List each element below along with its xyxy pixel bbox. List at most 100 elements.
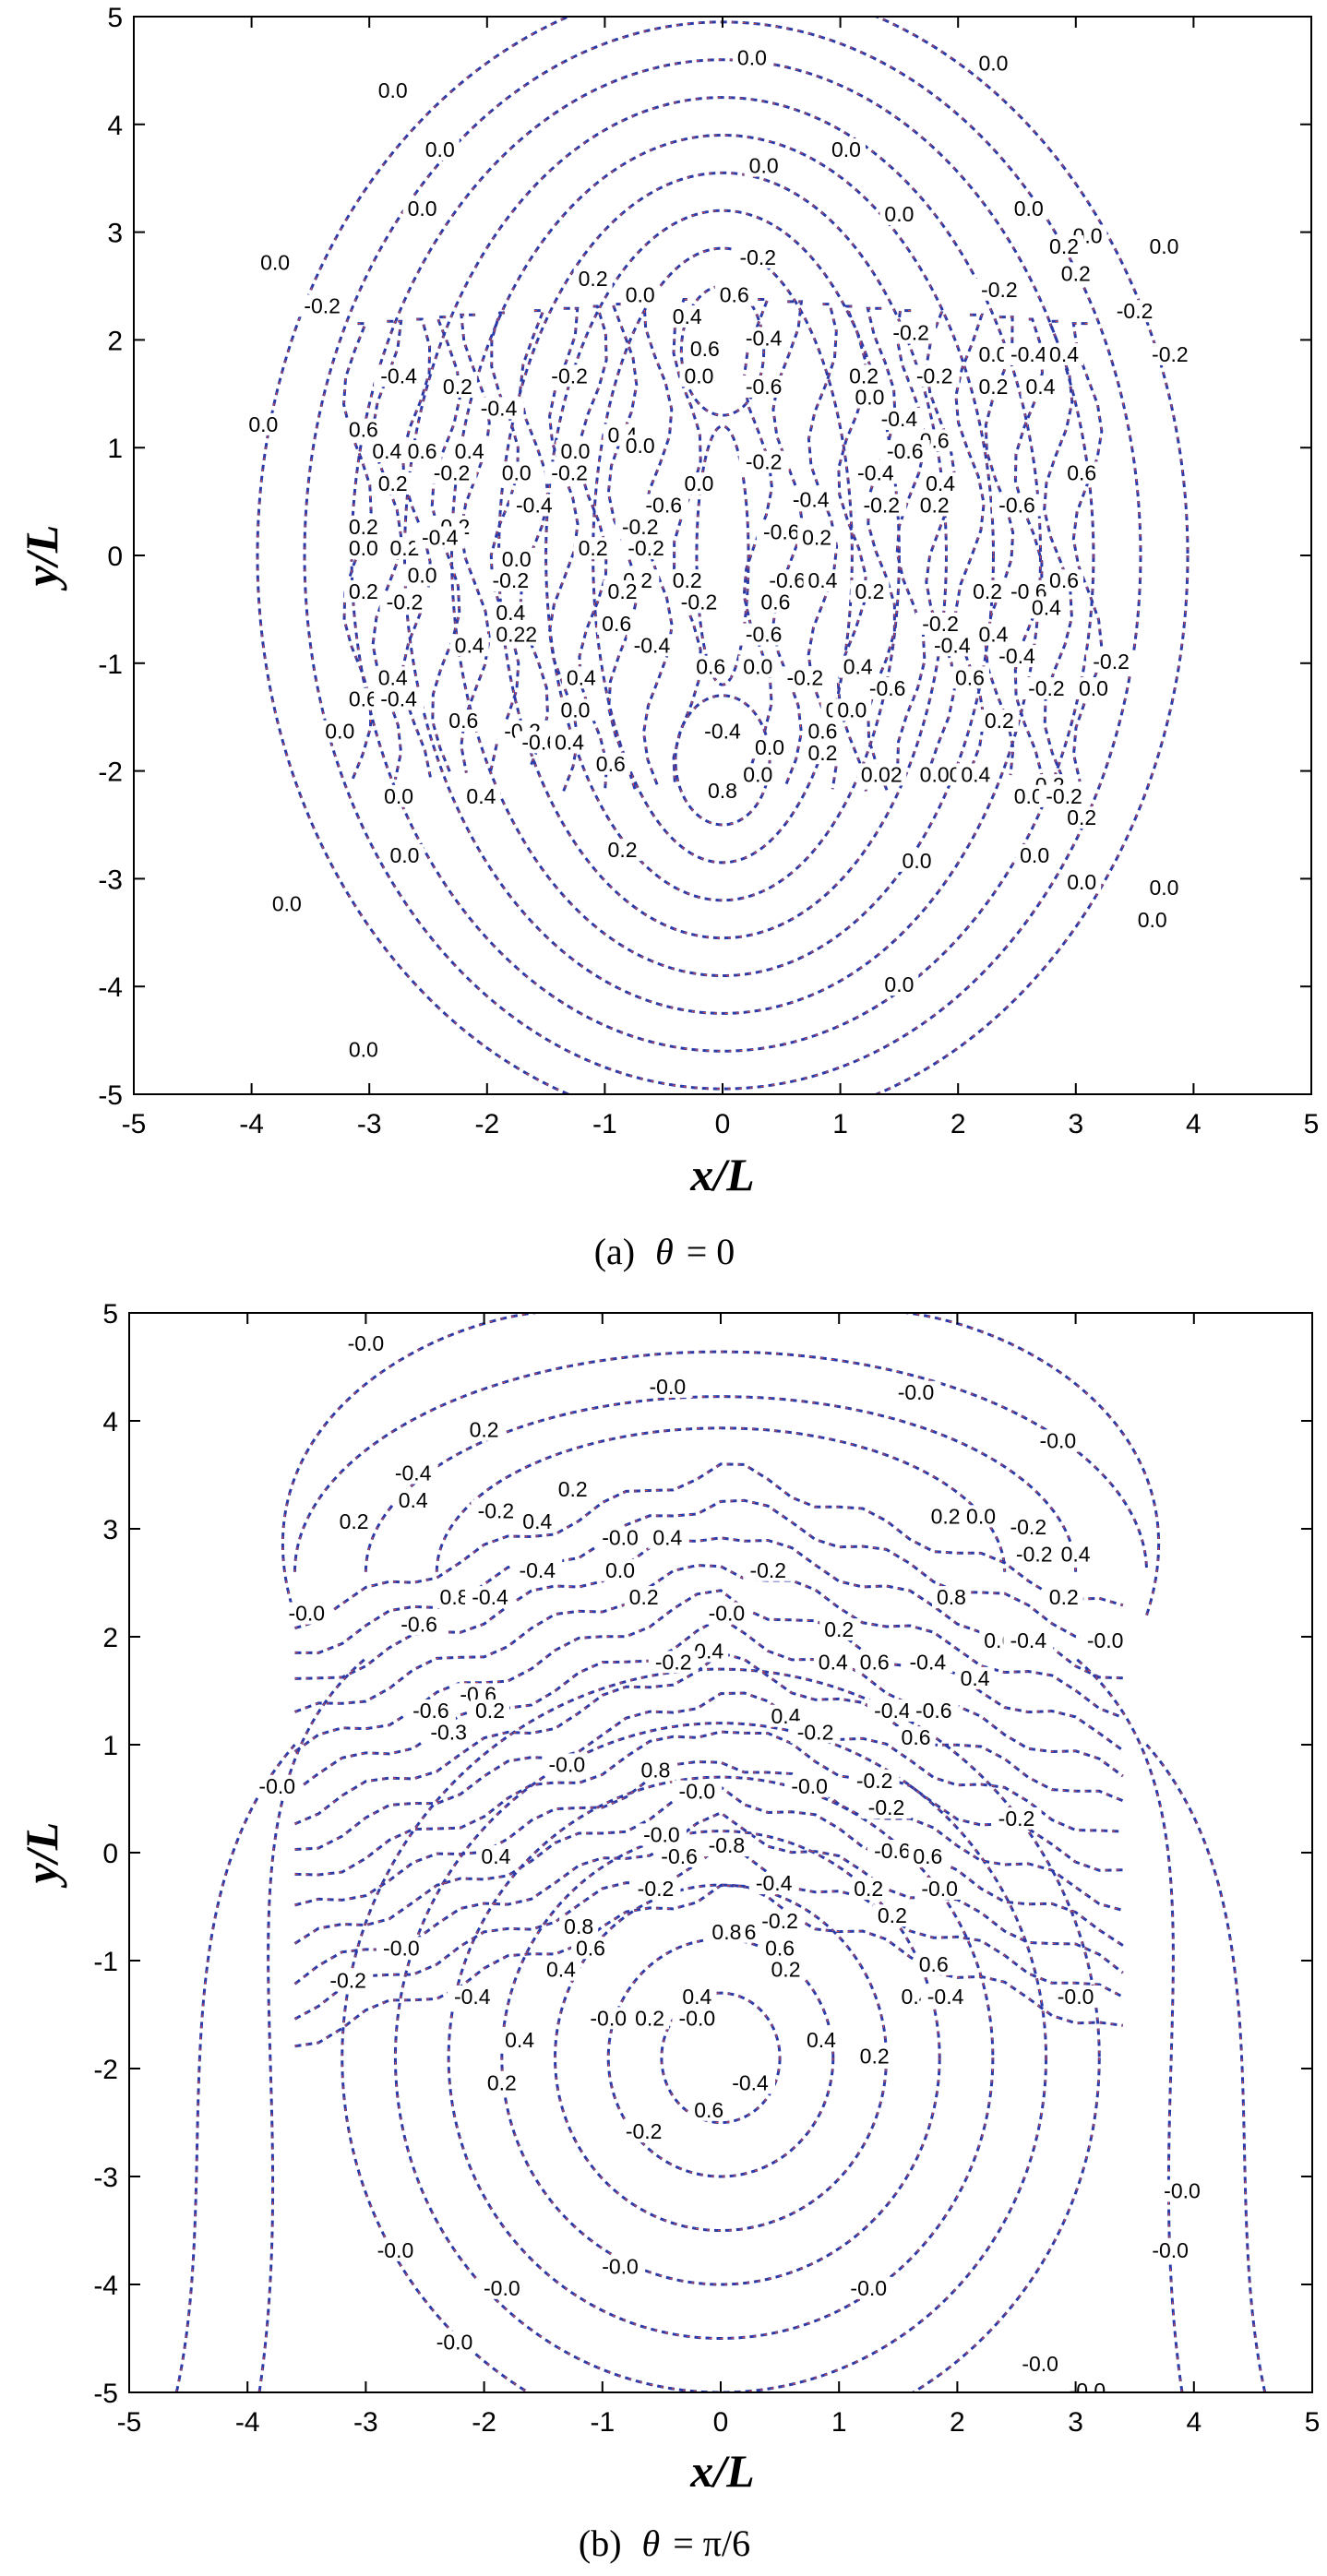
x-tick-label: 0 bbox=[715, 1109, 731, 1139]
contour-label-bg bbox=[424, 1721, 474, 1744]
contour-label: 0.2 bbox=[608, 838, 638, 862]
contour-label: 0.0 bbox=[260, 251, 290, 275]
contour-label: 0.6 bbox=[448, 709, 478, 733]
contour-label-bg bbox=[426, 461, 477, 484]
contour-band bbox=[1013, 317, 1044, 778]
contour-label: 0.0 bbox=[884, 972, 914, 996]
contour-label: -0.2 bbox=[797, 1720, 834, 1744]
contour-label-bg bbox=[405, 1699, 456, 1722]
contour-label-bg bbox=[518, 1510, 557, 1533]
contour-label: -0.2 bbox=[329, 1968, 366, 1992]
contour-label-bg bbox=[323, 1969, 374, 1992]
x-tick-label: -1 bbox=[590, 2407, 615, 2438]
contour-label: 0.2 bbox=[824, 1617, 854, 1641]
contour-label: -0.0 bbox=[377, 2238, 414, 2262]
contour-label-bg bbox=[491, 602, 531, 625]
contour-label-bg bbox=[672, 1780, 723, 1803]
contour-label-bg bbox=[449, 634, 489, 657]
contour-label-bg bbox=[677, 1985, 717, 2008]
contour-label-bg bbox=[561, 666, 601, 689]
contour-label: -0.6 bbox=[887, 439, 924, 463]
contour-label-bg bbox=[849, 1769, 900, 1792]
contour-chevron bbox=[293, 1564, 1124, 1720]
contour-label-bg bbox=[461, 784, 501, 807]
contour-label: -0.6 bbox=[400, 1612, 437, 1636]
contour-label-bg bbox=[843, 2276, 894, 2299]
x-axis-ticks-a: -5 -4 -3 -2 -1 0 1 2 3 4 5 bbox=[122, 17, 1319, 1139]
contour-label-bg bbox=[244, 412, 283, 435]
contour-label: 0.0 bbox=[1014, 197, 1044, 221]
contour-label-bg bbox=[393, 1488, 433, 1511]
contour-label-bg bbox=[343, 537, 383, 560]
contour-label: 0.2 bbox=[920, 493, 950, 517]
contour-band-overlay bbox=[490, 312, 520, 771]
contour-label-bg bbox=[874, 408, 925, 430]
contour-label-bg bbox=[1073, 677, 1113, 699]
contour-label-bg bbox=[1021, 677, 1071, 699]
contour-label: -0.2 bbox=[1117, 299, 1154, 323]
contour-label: -0.0 bbox=[348, 1331, 385, 1355]
contour-label-bg bbox=[849, 1877, 889, 1900]
contour-label: 0.2 bbox=[802, 525, 831, 549]
contour-label-bg bbox=[544, 461, 595, 484]
contour-label-bg bbox=[654, 1844, 705, 1867]
contour-label: 0.6 bbox=[760, 590, 790, 614]
contour-chevron bbox=[293, 1652, 1124, 1826]
contour-label: 0.6 bbox=[696, 655, 725, 679]
contour-label-bg bbox=[909, 364, 960, 388]
x-tick-label: -4 bbox=[239, 1109, 264, 1139]
contour-label: -0.4 bbox=[881, 407, 918, 431]
contour-label-bg bbox=[1109, 300, 1160, 323]
contour-label: 0.4 bbox=[567, 665, 596, 689]
contour-label: -0.4 bbox=[380, 687, 417, 711]
contour-label: 0.4 bbox=[455, 633, 484, 657]
contour-label-bg bbox=[742, 1920, 759, 1943]
contour-label-bg bbox=[343, 1038, 383, 1061]
contour-label: 0.2 bbox=[807, 741, 837, 765]
y-tick-label: -4 bbox=[93, 2271, 118, 2301]
contour-label-bg bbox=[921, 472, 961, 495]
contour-label: 0.0 bbox=[408, 563, 437, 587]
contour-label: 0.2 bbox=[878, 1903, 907, 1927]
contour-label-bg bbox=[862, 677, 913, 699]
contour-label: 0.2 bbox=[475, 1699, 505, 1723]
y-tick-label: 5 bbox=[107, 3, 123, 33]
contour-label-bg bbox=[373, 472, 412, 495]
contour-chevron-overlay bbox=[294, 1760, 1124, 1912]
contour-label: 0.4 bbox=[819, 1650, 848, 1674]
contour-label: 0.2 bbox=[349, 579, 378, 603]
contour-label: -0.0 bbox=[643, 1822, 680, 1846]
y-axis-ticks-a: -5 -4 -3 -2 -1 0 1 2 3 4 5 bbox=[98, 3, 1311, 1111]
contour-label-bg bbox=[915, 494, 954, 517]
contour-label-bg bbox=[956, 763, 996, 786]
contour-side-left-overlay bbox=[175, 1744, 295, 2392]
contour-label: 0.0 bbox=[978, 342, 1008, 366]
contour-label-bg bbox=[801, 2028, 841, 2051]
contour-label-bg bbox=[803, 720, 843, 743]
contour-band bbox=[400, 317, 432, 778]
contour-label-bg bbox=[639, 494, 689, 517]
contour-label-bg bbox=[343, 418, 383, 441]
y-axis-label-b: y/L bbox=[16, 1822, 67, 1889]
contour-label: -0.0 bbox=[436, 2330, 473, 2354]
contour-chevron-overlay bbox=[294, 1731, 1123, 1876]
contour-label: -0.0 bbox=[709, 1602, 746, 1626]
contour-label-bg bbox=[974, 375, 1013, 398]
contour-label-bg bbox=[500, 2028, 540, 2051]
contour-label: -0.4 bbox=[756, 1871, 793, 1895]
contour-label: -0.4 bbox=[1010, 1628, 1046, 1652]
contour-label: 0.0 bbox=[1138, 908, 1167, 932]
y-tick-label: -1 bbox=[98, 650, 123, 680]
contour-label: -0.4 bbox=[857, 460, 894, 484]
contour-label: -0.6 bbox=[769, 568, 806, 592]
contour-label-bg bbox=[733, 245, 783, 268]
contour-label-bg bbox=[1056, 262, 1095, 285]
contour-label: -0.2 bbox=[761, 1909, 798, 1933]
contour-ring bbox=[256, 17, 1190, 1094]
contour-label-bg bbox=[373, 78, 412, 101]
contour-label: -0.4 bbox=[934, 633, 971, 657]
contour-label: 0.6 bbox=[694, 2098, 723, 2122]
x-tick-label: -3 bbox=[353, 2407, 378, 2438]
contour-label: -0.0 bbox=[1022, 2352, 1058, 2376]
x-tick-label: -3 bbox=[357, 1109, 382, 1139]
